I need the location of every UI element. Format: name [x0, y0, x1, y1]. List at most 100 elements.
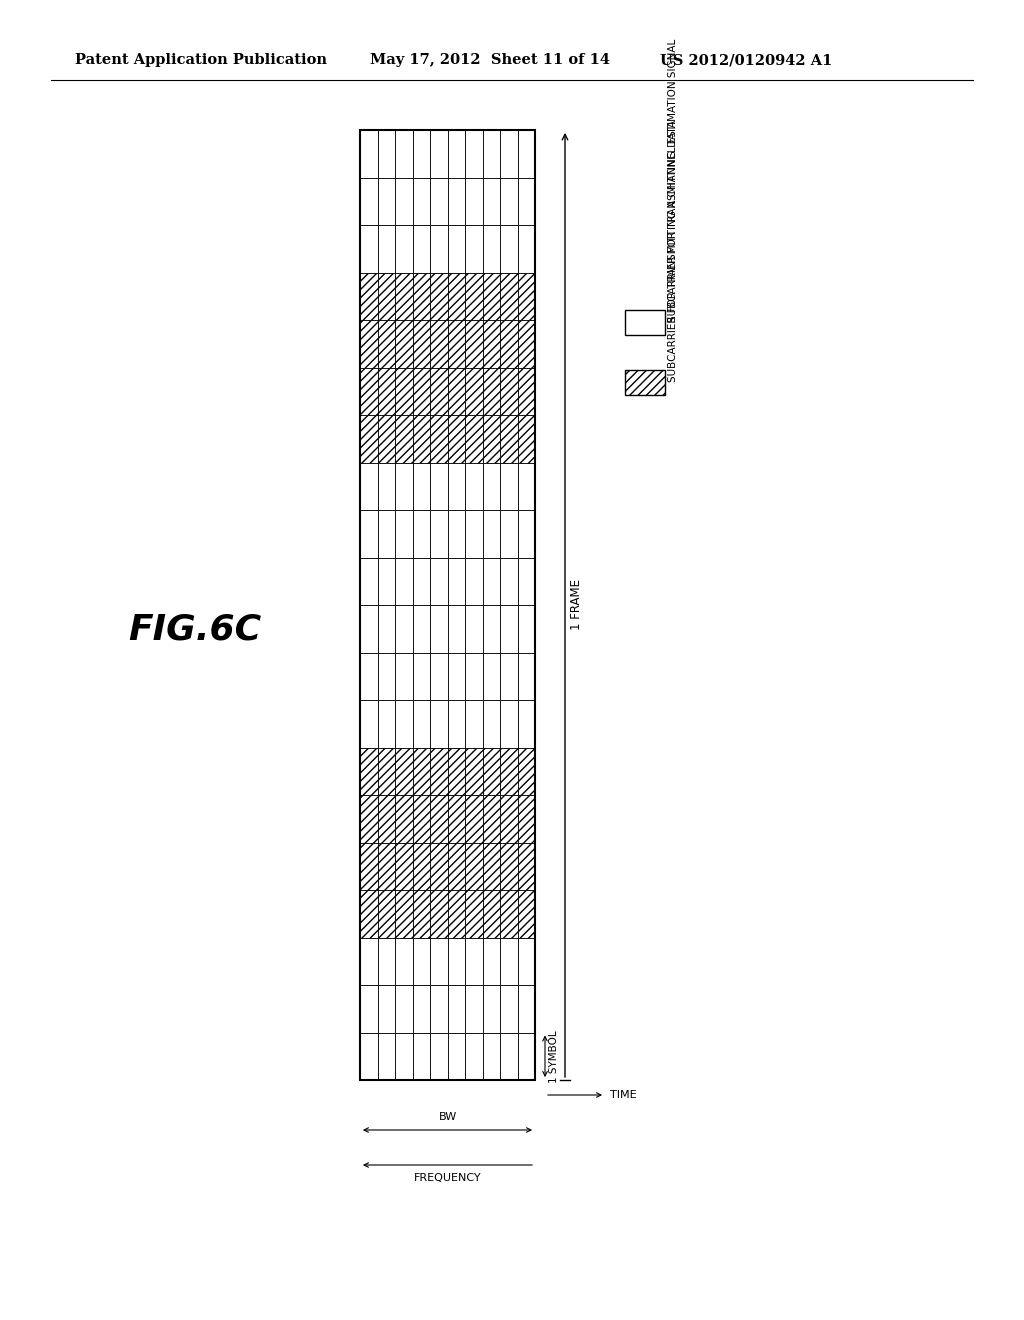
Bar	[465, 605, 482, 652]
Bar	[430, 700, 447, 747]
Bar	[500, 462, 517, 510]
Bar	[413, 890, 430, 937]
Bar	[430, 367, 447, 414]
Bar	[447, 985, 465, 1032]
Bar	[395, 890, 413, 937]
Bar	[447, 129, 465, 177]
Bar	[447, 890, 465, 937]
Text: FREQUENCY: FREQUENCY	[414, 1173, 481, 1183]
Bar	[430, 557, 447, 605]
Bar	[430, 985, 447, 1032]
Bar	[465, 700, 482, 747]
Bar	[360, 795, 378, 842]
Bar	[395, 652, 413, 700]
Bar	[482, 319, 500, 367]
Bar	[482, 700, 500, 747]
Bar	[395, 129, 413, 177]
Bar	[430, 129, 447, 177]
Bar	[413, 700, 430, 747]
Bar	[430, 224, 447, 272]
Bar	[447, 652, 465, 700]
Bar	[447, 367, 465, 414]
Bar	[465, 985, 482, 1032]
Bar	[500, 700, 517, 747]
Bar	[378, 367, 395, 414]
Bar	[360, 177, 378, 224]
Bar	[482, 462, 500, 510]
Bar	[447, 510, 465, 557]
Bar	[430, 177, 447, 224]
Bar	[378, 319, 395, 367]
Bar	[465, 510, 482, 557]
Bar	[482, 177, 500, 224]
Bar	[500, 414, 517, 462]
Bar	[430, 272, 447, 319]
Bar	[378, 605, 395, 652]
Bar	[465, 462, 482, 510]
Bar	[447, 462, 465, 510]
Bar	[517, 1032, 535, 1080]
Bar	[395, 414, 413, 462]
Bar	[517, 605, 535, 652]
Bar	[395, 985, 413, 1032]
Bar	[378, 795, 395, 842]
Bar	[482, 224, 500, 272]
Bar	[447, 700, 465, 747]
Bar	[378, 272, 395, 319]
Bar	[395, 557, 413, 605]
Bar	[482, 890, 500, 937]
Bar	[430, 842, 447, 890]
Bar	[465, 795, 482, 842]
Bar	[465, 177, 482, 224]
Bar	[482, 937, 500, 985]
Bar	[360, 224, 378, 272]
Bar	[395, 1032, 413, 1080]
Bar	[360, 367, 378, 414]
Bar	[517, 985, 535, 1032]
Text: SUBCARRIER FOR TRANSMITTING A CHANNEL ESTIMATION SIGNAL: SUBCARRIER FOR TRANSMITTING A CHANNEL ES…	[668, 40, 678, 383]
Bar	[465, 272, 482, 319]
Bar	[413, 747, 430, 795]
Bar	[378, 224, 395, 272]
Bar	[500, 890, 517, 937]
Bar	[465, 367, 482, 414]
Bar	[360, 557, 378, 605]
Bar	[482, 367, 500, 414]
Bar	[500, 605, 517, 652]
Bar	[482, 272, 500, 319]
Bar	[482, 842, 500, 890]
Bar	[482, 414, 500, 462]
Bar	[465, 557, 482, 605]
Bar	[430, 795, 447, 842]
Bar	[517, 414, 535, 462]
Bar	[395, 367, 413, 414]
Bar	[517, 890, 535, 937]
Bar	[482, 795, 500, 842]
Bar	[482, 129, 500, 177]
Bar	[430, 462, 447, 510]
Bar	[500, 985, 517, 1032]
Bar	[360, 937, 378, 985]
Bar	[430, 605, 447, 652]
Bar	[500, 129, 517, 177]
Bar	[447, 747, 465, 795]
Bar	[413, 177, 430, 224]
Bar	[378, 1032, 395, 1080]
Bar	[625, 370, 665, 395]
Bar	[482, 985, 500, 1032]
Bar	[482, 747, 500, 795]
Bar	[517, 367, 535, 414]
Bar	[395, 700, 413, 747]
Text: May 17, 2012  Sheet 11 of 14: May 17, 2012 Sheet 11 of 14	[370, 53, 610, 67]
Bar	[360, 700, 378, 747]
Bar	[517, 129, 535, 177]
Bar	[482, 557, 500, 605]
Bar	[465, 842, 482, 890]
Bar	[360, 414, 378, 462]
Bar	[430, 652, 447, 700]
Bar	[447, 795, 465, 842]
Bar	[465, 1032, 482, 1080]
Bar	[413, 652, 430, 700]
Bar	[517, 842, 535, 890]
Bar	[482, 605, 500, 652]
